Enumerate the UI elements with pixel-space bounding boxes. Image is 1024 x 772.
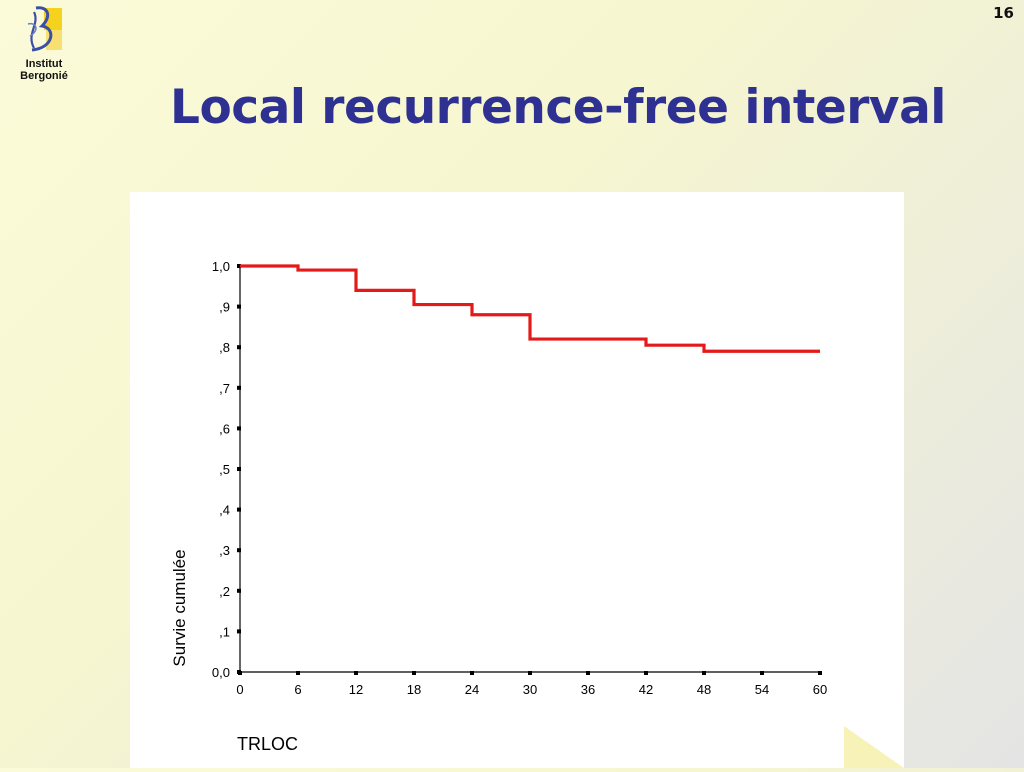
y-tick-mark [237,588,241,593]
survival-chart: 0,0 ,1 ,2 ,3 ,4 ,5 ,6 ,7 ,8 ,9 1,0 0 6 12 18 24 30 36 42 48… [170,259,827,754]
y-tick-label: ,4 [219,503,230,518]
survival-curve [240,264,820,353]
x-tick-label: 24 [465,682,479,697]
x-tick-label: 60 [813,682,827,697]
y-tick-mark [237,467,241,471]
page-corner-decoration [844,726,904,768]
page-title: Local recurrence-free interval [170,80,946,135]
x-tick-mark [470,671,474,675]
y-tick-label: 1,0 [212,259,230,274]
y-tick-mark [237,507,241,512]
x-tick-mark [760,671,764,675]
y-tick-mark [237,345,241,350]
x-tick-label: 18 [407,682,421,697]
x-tick-label: 6 [294,682,301,697]
y-tick-label: 0,0 [212,665,230,680]
x-tick-label: 42 [639,682,653,697]
y-tick-label: ,7 [219,381,230,396]
x-tick-mark [354,671,358,675]
x-tick-label: 54 [755,682,769,697]
x-tick-label: 36 [581,682,595,697]
logo-text-line2: Bergonié [20,70,68,82]
x-tick-mark [296,671,300,675]
y-tick-mark [237,264,241,268]
chart-panel: 0,0 ,1 ,2 ,3 ,4 ,5 ,6 ,7 ,8 ,9 1,0 0 6 12 18 24 30 36 42 48… [130,192,904,768]
x-tick-label: 48 [697,682,711,697]
slide-number: 16 [993,4,1014,22]
y-tick-label: ,6 [219,421,230,436]
y-tick-mark [237,629,241,634]
x-tick-mark [644,671,648,675]
x-tick-mark [528,671,532,675]
y-tick-label: ,3 [219,543,230,558]
x-tick-mark [702,671,706,675]
x-tick-mark [586,671,590,675]
x-tick-label: 12 [349,682,363,697]
y-tick-mark [237,426,241,431]
x-tick-label: 30 [523,682,537,697]
y-tick-mark [237,385,241,390]
y-tick-mark [237,548,241,553]
x-tick-label: 0 [236,682,243,697]
y-tick-label: ,8 [219,340,230,355]
logo-text-line1: Institut [25,58,63,70]
x-tick-mark [818,671,822,675]
x-tick-mark [412,671,416,675]
logo-mark-icon [27,6,62,52]
y-tick-label: ,2 [219,584,230,599]
institut-bergonie-logo: Institut Bergonié [6,4,82,88]
x-tick-mark [238,671,242,675]
y-tick-mark [237,304,241,309]
y-tick-label: ,1 [219,624,230,639]
y-tick-label: ,5 [219,462,230,477]
y-tick-label: ,9 [219,300,230,315]
x-axis-label: TRLOC [237,734,298,754]
y-axis-label: Survie cumulée [170,549,189,666]
